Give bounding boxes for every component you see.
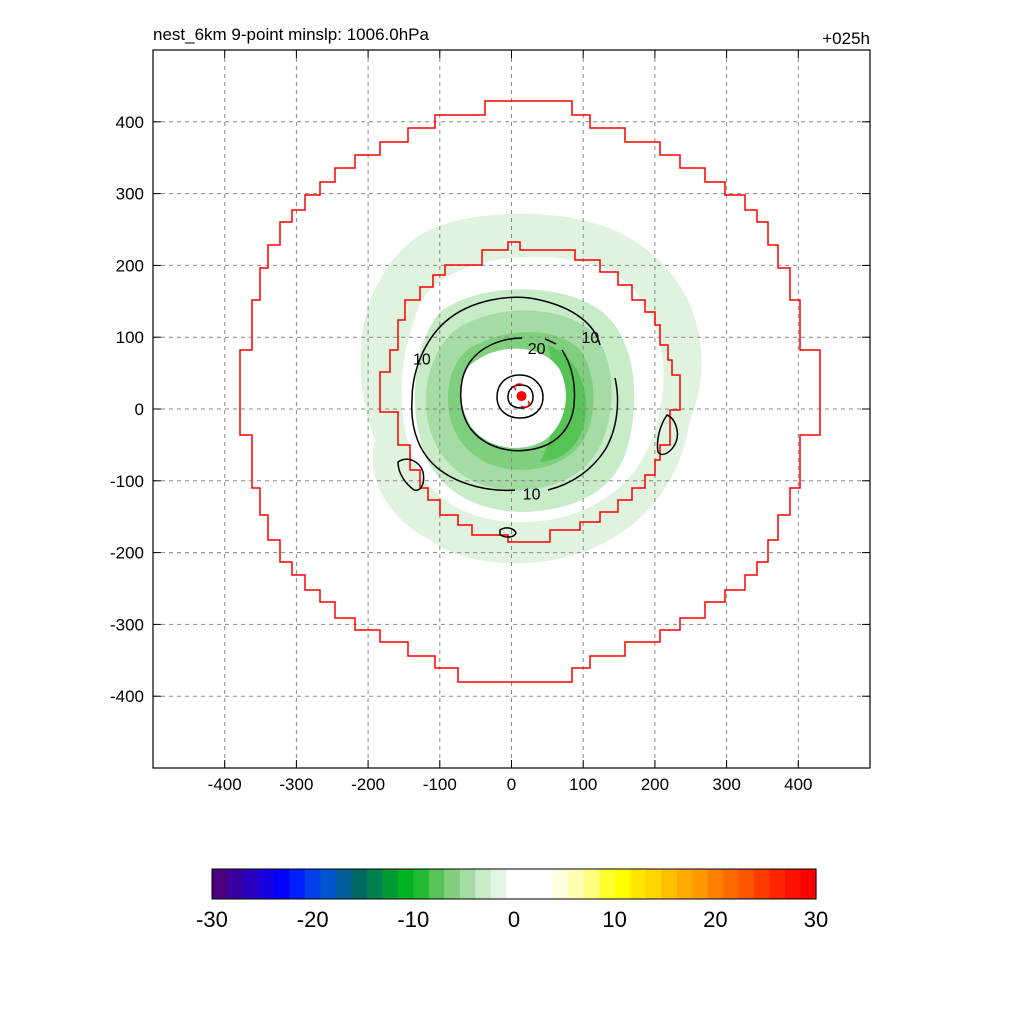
colorbar-swatch [583,869,600,899]
colorbar-swatch [351,869,368,899]
colorbar-swatch [645,869,662,899]
contour-10-outer [411,296,619,492]
colorbar-swatch [692,869,709,899]
y-axis: -400 -300 -200 -100 0 100 200 300 400 [110,113,870,706]
colorbar-swatch [676,869,693,899]
contour-label: 10 [581,330,599,347]
colorbar-tick-label: 20 [703,907,727,932]
plot-area: 10 20 10 10 [153,50,870,768]
colorbar-swatch [599,869,616,899]
colorbar-swatch [212,869,229,899]
center-swirl-icon [514,383,530,408]
contour-west-closed [397,458,425,491]
outer-domain-boundary [239,100,821,683]
x-tick-label: -200 [351,775,385,794]
colorbar-tick-label: -30 [196,907,228,932]
colorbar-swatch [506,869,523,899]
colorbar-swatch [413,869,430,899]
colorbar-tick-label: 0 [508,907,520,932]
colorbar-swatch [785,869,802,899]
colorbar-swatch [459,869,476,899]
colorbar-swatch [614,869,631,899]
contour-lines [397,296,679,538]
contour-inner-ring [496,374,544,419]
center-dot [516,391,527,402]
colorbar-swatch [754,869,771,899]
colorbar-swatch [769,869,786,899]
x-tick-label: 0 [507,775,516,794]
colorbar-swatch [800,869,817,899]
colorbar-swatch [227,869,244,899]
colorbar-tick-label: 30 [804,907,828,932]
y-tick-label: -200 [110,544,144,563]
colorbar-swatch [661,869,678,899]
colorbar-swatch [490,869,507,899]
colorbar-swatch [707,869,724,899]
colorbar-swatch [568,869,585,899]
colorbar-swatch [521,869,538,899]
colorbar-swatch [304,869,322,899]
colorbar-swatch [335,869,352,899]
colorbar-swatch [475,869,492,899]
colorbar-swatch [738,869,755,899]
colorbar-tick-label: -10 [397,907,429,932]
colorbar-swatch [289,869,306,899]
colorbar-swatch [242,869,260,899]
colorbar-swatch [320,869,337,899]
shade-eye [461,348,566,448]
x-tick-label: 300 [712,775,740,794]
colorbar-swatch [366,869,383,899]
x-axis: -400 -300 -200 -100 0 100 200 300 400 [208,50,812,794]
contour-labels: 10 20 10 10 [413,330,599,504]
x-tick-label: 200 [641,775,669,794]
colorbar-swatch [258,869,275,899]
contour-center-ring [507,384,534,409]
x-tick-label: 400 [784,775,812,794]
x-tick-label: 100 [569,775,597,794]
storm-center-marker [514,383,530,408]
colorbar-swatch [723,869,740,899]
x-tick-label: -400 [208,775,242,794]
colorbar-swatch [537,869,554,899]
y-tick-label: -300 [110,615,144,634]
contour-south-closed [499,527,517,538]
contour-east-closed [656,414,679,456]
contour-label: 20 [528,341,546,358]
colorbar-swatch [552,869,569,899]
colorbar-swatch [428,869,445,899]
y-tick-label: -100 [110,472,144,491]
colorbar-swatch [444,869,461,899]
contour-label: 10 [413,352,431,369]
colorbar-frame [211,868,817,900]
colorbar-tick-label: -20 [297,907,329,932]
colorbar-tick-label: 10 [602,907,626,932]
x-tick-label: -100 [423,775,457,794]
colorbar-swatch [630,869,647,899]
contour-label: 10 [523,487,541,504]
colorbar-swatch [397,869,414,899]
contour-20 [460,337,576,452]
chart-title: nest_6km 9-point minslp: 1006.0hPa [153,25,429,44]
time-label: +025h [822,29,870,48]
colorbar-swatch [273,869,291,899]
colorbar: -30 -20 -10 0 10 20 30 [196,868,828,932]
y-tick-label: 0 [135,400,144,419]
y-tick-label: 400 [116,113,144,132]
y-tick-label: 100 [116,328,144,347]
inner-domain-boundary [379,241,681,543]
y-tick-label: 200 [116,256,144,275]
y-tick-label: -400 [110,687,144,706]
x-tick-label: -300 [279,775,313,794]
shaded-field [360,213,702,564]
y-tick-label: 300 [116,185,144,204]
colorbar-swatch [382,869,399,899]
